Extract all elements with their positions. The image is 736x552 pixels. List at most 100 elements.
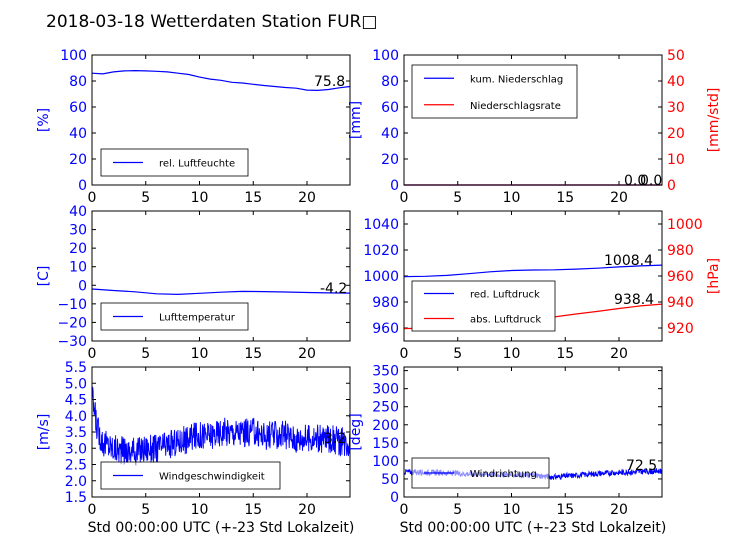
- windspeed-xtick-label: 5: [141, 502, 150, 518]
- precipitation-ytick-label-right: 10: [667, 152, 685, 168]
- precipitation-panel: 0 5 10 15 20 0 20 40 60 80 100 0 10 20 30 40 50 [mm] [mm/s…: [348, 48, 722, 206]
- winddirection-xtick-label: 20: [610, 502, 628, 518]
- temperature-axes-frame: [91, 210, 351, 342]
- winddirection-ytick-label: 300: [372, 382, 399, 398]
- precipitation-last-value-annotation: 0.0: [640, 173, 662, 189]
- windspeed-panel: 0 5 10 15 20 1.52.02.53.03.54.04.55.05.5 [m/s]…: [36, 360, 354, 536]
- winddirection-ytick-label: 50: [381, 472, 399, 488]
- winddirection-ytick-label: 200: [372, 418, 399, 434]
- pressure-ytick-label: 980: [372, 295, 399, 311]
- humidity-xtick-label: 20: [298, 190, 316, 206]
- pressure-legend-box: [411, 280, 556, 332]
- windspeed-ylabel: [m/s]: [36, 414, 52, 451]
- windspeed-ytick-label: 4.5: [65, 393, 87, 409]
- pressure-ytick-label-right: 980: [667, 243, 694, 259]
- temperature-last-value-annotation: -4.2: [320, 281, 347, 297]
- winddirection-ytick-label: 100: [372, 454, 399, 470]
- temperature-ytick-label: −20: [57, 315, 87, 331]
- winddirection-legend: Windrichtung: [411, 457, 550, 489]
- humidity-xtick-label: 10: [191, 190, 209, 206]
- pressure-xtick-label: 5: [453, 346, 462, 362]
- temperature-legend: Lufttemperatur: [100, 302, 249, 331]
- windspeed-series-line-0: [91, 386, 351, 466]
- humidity-ytick-label: 80: [69, 74, 87, 90]
- precipitation-ylabel-right: [mm/std]: [706, 88, 722, 153]
- pressure-legend-label: red. Luftdruck: [470, 290, 540, 301]
- precipitation-ytick-label: 100: [372, 48, 399, 64]
- pressure-ytick-label: 1040: [363, 217, 399, 233]
- pressure-ytick-label: 1000: [363, 269, 399, 285]
- figure-title: 2018-03-18 Wetterdaten Station FUR□: [46, 12, 377, 32]
- humidity-panel: 0 5 10 15 20 0 20 40 60 80 100 [%] rel. Luftfeuchte 7…: [36, 48, 351, 206]
- temperature-xtick-label: 10: [191, 346, 209, 362]
- precipitation-xtick-label: 15: [556, 190, 574, 206]
- humidity-ylabel: [%]: [36, 108, 52, 132]
- windspeed-ytick-label: 4.0: [65, 409, 87, 425]
- windspeed-xtick-label: 0: [88, 502, 97, 518]
- winddirection-xtick-label: 10: [503, 502, 521, 518]
- humidity-ytick-label: 60: [69, 100, 87, 116]
- pressure-ytick-label-right: 1000: [667, 217, 703, 233]
- precipitation-xtick-label: 0: [400, 190, 409, 206]
- precipitation-ytick-label-right: 40: [667, 74, 685, 90]
- windspeed-ytick-label: 3.0: [65, 441, 87, 457]
- precipitation-ytick-label-right: 30: [667, 100, 685, 116]
- humidity-xtick-label: 15: [244, 190, 262, 206]
- windspeed-last-value-annotation: 3.2: [324, 431, 346, 447]
- winddirection-xtick-label: 5: [453, 502, 462, 518]
- temperature-ytick-label: −30: [57, 334, 87, 350]
- precipitation-legend-label: kum. Niederschlag: [470, 74, 563, 85]
- humidity-ytick-label: 20: [69, 152, 87, 168]
- winddirection-xlabel: Std 00:00:00 UTC (+-23 Std Lokalzeit): [400, 520, 667, 536]
- temperature-ytick-label: 0: [78, 278, 87, 294]
- windspeed-ytick-label: 3.5: [65, 425, 87, 441]
- temperature-ytick-label: 10: [69, 260, 87, 276]
- humidity-ytick-label: 0: [78, 178, 87, 194]
- temperature-ytick-label: −10: [57, 297, 87, 313]
- temperature-xtick-label: 0: [88, 346, 97, 362]
- temperature-series-line-0: [91, 288, 351, 296]
- pressure-ylabel-right: [hPa]: [706, 258, 722, 294]
- humidity-last-value-annotation: 75.8: [314, 74, 345, 90]
- windspeed-axes-frame: [91, 366, 351, 498]
- pressure-ytick-label-right: 940: [667, 295, 694, 311]
- humidity-xtick-label: 0: [88, 190, 97, 206]
- winddirection-ytick-label: 250: [372, 400, 399, 416]
- precipitation-ytick-label: 40: [381, 126, 399, 142]
- precipitation-legend: kum. Niederschlag Niederschlagsrate: [411, 64, 578, 119]
- temperature-xtick-label: 15: [244, 346, 262, 362]
- windspeed-ytick-label: 2.0: [65, 474, 87, 490]
- windspeed-xtick-label: 20: [298, 502, 316, 518]
- humidity-series-line-0: [91, 69, 351, 92]
- winddirection-ytick-label: 0: [390, 490, 399, 506]
- winddirection-ylabel: [deg]: [348, 413, 364, 450]
- temperature-ytick-label: 30: [69, 223, 87, 239]
- windspeed-ytick-label: 1.5: [65, 490, 87, 506]
- temperature-xtick-label: 20: [298, 346, 316, 362]
- precipitation-ytick-label: 0: [390, 178, 399, 194]
- pressure-legend: red. Luftdruck abs. Luftdruck: [411, 280, 556, 332]
- precipitation-ytick-label: 20: [381, 152, 399, 168]
- pressure-ytick-label: 1020: [363, 243, 399, 259]
- pressure-ytick-label: 960: [372, 321, 399, 337]
- humidity-ytick-label: 40: [69, 126, 87, 142]
- precipitation-axes-frame: [403, 54, 663, 186]
- humidity-axes-frame: [91, 54, 351, 186]
- windspeed-legend-label: Windgeschwindigkeit: [159, 472, 265, 483]
- precipitation-ytick-label: 60: [381, 100, 399, 116]
- pressure-last-value-annotation: 938.4: [614, 292, 654, 308]
- pressure-legend-label: abs. Luftdruck: [470, 315, 541, 326]
- precipitation-ytick-label-right: 50: [667, 48, 685, 64]
- precipitation-last-value-annotation: 0.0: [624, 173, 646, 189]
- precipitation-xtick-label: 20: [610, 190, 628, 206]
- windspeed-ytick-label: 2.5: [65, 458, 87, 474]
- pressure-xtick-label: 10: [503, 346, 521, 362]
- pressure-series-line-0: [403, 264, 663, 278]
- pressure-ytick-label-right: 920: [667, 321, 694, 337]
- winddirection-legend-label: Windrichtung: [470, 469, 537, 480]
- windspeed-ytick-label: 5.0: [65, 376, 87, 392]
- humidity-legend: rel. Luftfeuchte: [100, 148, 249, 177]
